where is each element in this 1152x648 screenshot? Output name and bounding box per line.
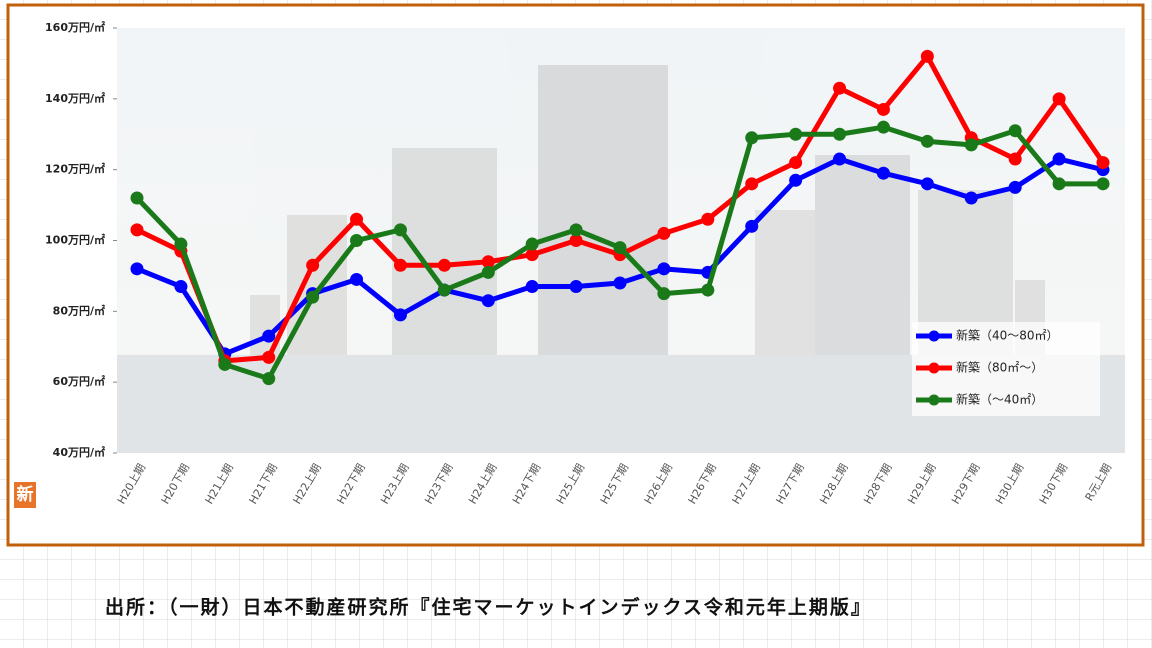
point <box>130 223 144 237</box>
legend-label: 新築（80㎡～） <box>956 360 1043 375</box>
point <box>393 258 407 272</box>
point <box>876 166 890 180</box>
point <box>1096 156 1110 170</box>
point <box>745 131 759 145</box>
point <box>437 283 451 297</box>
point <box>964 138 978 152</box>
point <box>437 258 451 272</box>
point <box>262 350 276 364</box>
badge-box <box>14 482 36 508</box>
point <box>789 156 803 170</box>
point <box>1008 124 1022 138</box>
point <box>218 357 232 371</box>
point <box>481 265 495 279</box>
point <box>174 237 188 251</box>
point <box>1096 177 1110 191</box>
point <box>701 212 715 226</box>
point <box>350 212 364 226</box>
point <box>569 234 583 247</box>
point <box>876 120 890 134</box>
point <box>789 127 803 141</box>
point <box>833 81 847 95</box>
point <box>613 241 627 255</box>
legend-marker <box>928 394 940 406</box>
point <box>745 219 759 233</box>
y-tick-label: 40万円/㎡ <box>53 445 105 459</box>
y-tick-label: 80万円/㎡ <box>53 303 105 317</box>
point <box>920 49 934 63</box>
point <box>525 248 539 262</box>
point <box>789 173 803 187</box>
point <box>920 177 934 191</box>
point <box>833 127 847 141</box>
point <box>130 191 144 205</box>
point <box>481 255 495 269</box>
point <box>657 262 671 276</box>
point <box>745 177 759 191</box>
point <box>657 226 671 240</box>
legend-marker <box>928 362 940 374</box>
point <box>569 223 583 237</box>
point <box>569 280 583 294</box>
point <box>262 329 276 343</box>
point <box>701 283 715 297</box>
source-note: 出所：（一財）日本不動産研究所『住宅マーケットインデックス令和元年上期版』 <box>105 596 872 619</box>
point <box>525 280 539 294</box>
point <box>613 276 627 290</box>
point <box>1008 180 1022 194</box>
point <box>306 290 320 304</box>
point <box>130 262 144 276</box>
point <box>920 134 934 148</box>
point <box>833 152 847 166</box>
point <box>350 234 364 247</box>
point <box>1052 152 1066 166</box>
point <box>174 280 188 294</box>
point <box>262 372 276 386</box>
legend-marker <box>928 330 940 342</box>
y-tick-label: 160万円/㎡ <box>45 20 105 34</box>
point <box>1008 152 1022 166</box>
point <box>393 308 407 322</box>
point <box>1052 177 1066 191</box>
point <box>393 223 407 237</box>
point <box>1052 92 1066 106</box>
point <box>964 191 978 205</box>
y-tick-label: 140万円/㎡ <box>45 91 105 105</box>
point <box>657 287 671 301</box>
legend-label: 新築（40～80㎡） <box>956 328 1059 343</box>
legend-label: 新築（～40㎡） <box>956 392 1043 407</box>
point <box>481 294 495 308</box>
point <box>876 102 890 116</box>
y-tick-label: 60万円/㎡ <box>53 374 105 388</box>
point <box>525 237 539 251</box>
y-tick-label: 100万円/㎡ <box>45 233 105 247</box>
point <box>350 272 364 286</box>
badge: 新 <box>17 484 34 505</box>
point <box>306 258 320 272</box>
y-tick-label: 120万円/㎡ <box>45 162 105 176</box>
